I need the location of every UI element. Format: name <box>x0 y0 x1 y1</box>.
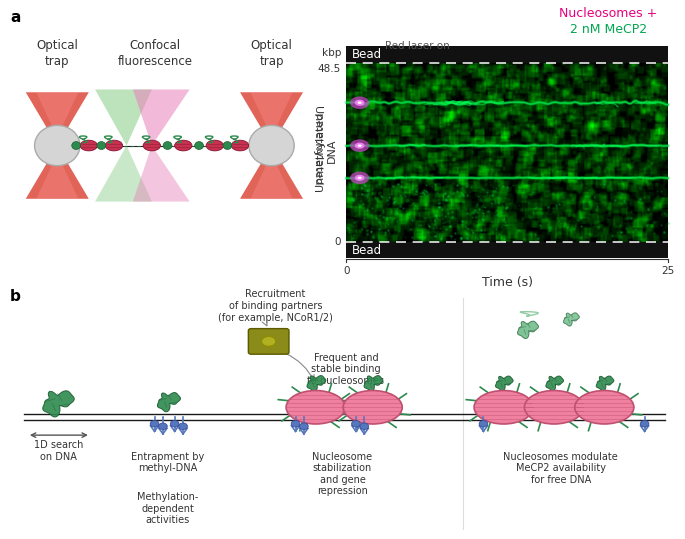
Polygon shape <box>564 313 580 326</box>
Ellipse shape <box>358 144 362 147</box>
Circle shape <box>163 142 172 149</box>
Polygon shape <box>36 154 78 199</box>
Circle shape <box>299 423 308 430</box>
Polygon shape <box>517 321 538 338</box>
Circle shape <box>158 423 167 430</box>
Text: 2 nM MeCP2: 2 nM MeCP2 <box>570 23 647 36</box>
Text: 0: 0 <box>335 237 341 247</box>
Text: 48.5: 48.5 <box>318 64 341 74</box>
Bar <box>347 46 668 64</box>
Circle shape <box>72 142 81 149</box>
Circle shape <box>360 423 369 430</box>
Polygon shape <box>596 376 614 391</box>
Text: 25: 25 <box>661 266 675 276</box>
Text: Time (s): Time (s) <box>482 276 533 289</box>
Ellipse shape <box>232 140 249 151</box>
Circle shape <box>171 420 179 427</box>
Bar <box>347 46 668 258</box>
Text: Recruitment
of binding partners
(for example, NCoR1/2): Recruitment of binding partners (for exa… <box>218 289 333 323</box>
Text: Red laser on: Red laser on <box>385 42 449 51</box>
Circle shape <box>195 142 203 149</box>
Polygon shape <box>240 92 303 146</box>
Text: Bead: Bead <box>351 48 382 61</box>
FancyBboxPatch shape <box>249 329 289 354</box>
Ellipse shape <box>355 143 364 149</box>
Polygon shape <box>251 154 292 199</box>
Text: Entrapment by
methyl-DNA: Entrapment by methyl-DNA <box>132 452 205 473</box>
Text: Nucleosomes +: Nucleosomes + <box>559 7 658 20</box>
Ellipse shape <box>525 391 584 424</box>
Text: Methylation-
dependent
activities: Methylation- dependent activities <box>137 492 199 526</box>
Ellipse shape <box>80 140 97 151</box>
Ellipse shape <box>355 100 364 106</box>
Circle shape <box>351 420 360 427</box>
Polygon shape <box>26 146 89 199</box>
Polygon shape <box>133 89 190 146</box>
Bar <box>347 242 668 258</box>
Polygon shape <box>158 392 180 412</box>
Circle shape <box>150 420 159 427</box>
Ellipse shape <box>175 140 192 151</box>
Ellipse shape <box>474 391 533 424</box>
Text: Bead: Bead <box>351 244 382 257</box>
Polygon shape <box>26 92 89 146</box>
Ellipse shape <box>206 140 223 151</box>
Circle shape <box>291 420 300 427</box>
Text: Confocal
fluorescence: Confocal fluorescence <box>117 39 192 68</box>
Polygon shape <box>495 376 513 391</box>
Circle shape <box>249 126 295 165</box>
Text: Unmethylated
DNA: Unmethylated DNA <box>315 112 337 191</box>
Text: 0: 0 <box>343 266 349 276</box>
Ellipse shape <box>143 140 160 151</box>
Text: a: a <box>10 10 21 25</box>
Text: Optical
trap: Optical trap <box>251 39 292 68</box>
Polygon shape <box>42 391 74 417</box>
Ellipse shape <box>358 177 362 179</box>
Circle shape <box>479 420 488 427</box>
Circle shape <box>97 142 105 149</box>
Circle shape <box>34 126 80 165</box>
Ellipse shape <box>343 391 402 424</box>
Ellipse shape <box>350 140 369 152</box>
Ellipse shape <box>286 391 345 424</box>
Ellipse shape <box>105 140 123 151</box>
Text: Optical
trap: Optical trap <box>36 39 78 68</box>
Ellipse shape <box>575 391 634 424</box>
Polygon shape <box>307 376 326 391</box>
Polygon shape <box>546 376 564 391</box>
Text: Frequent and
stable binding
to nucleosomes: Frequent and stable binding to nucleosom… <box>308 353 384 386</box>
Text: b: b <box>10 289 21 305</box>
Polygon shape <box>251 92 292 137</box>
Ellipse shape <box>350 171 369 184</box>
Text: Unmethylated: Unmethylated <box>312 106 322 185</box>
Ellipse shape <box>355 175 364 181</box>
Text: Nucleosome
stabilization
and gene
repression: Nucleosome stabilization and gene repres… <box>312 452 373 496</box>
Polygon shape <box>36 92 78 137</box>
Polygon shape <box>95 89 152 146</box>
Polygon shape <box>364 376 383 391</box>
Text: Nucleosomes modulate
MeCP2 availability
for free DNA: Nucleosomes modulate MeCP2 availability … <box>503 452 618 485</box>
Circle shape <box>223 142 232 149</box>
Ellipse shape <box>350 96 369 109</box>
Text: 1D search
on DNA: 1D search on DNA <box>34 440 84 462</box>
Polygon shape <box>133 146 190 202</box>
Text: kbp: kbp <box>322 48 341 58</box>
Ellipse shape <box>358 101 362 104</box>
Ellipse shape <box>262 336 275 346</box>
Circle shape <box>179 423 188 430</box>
Circle shape <box>640 420 649 427</box>
Polygon shape <box>95 146 152 202</box>
Polygon shape <box>240 146 303 199</box>
